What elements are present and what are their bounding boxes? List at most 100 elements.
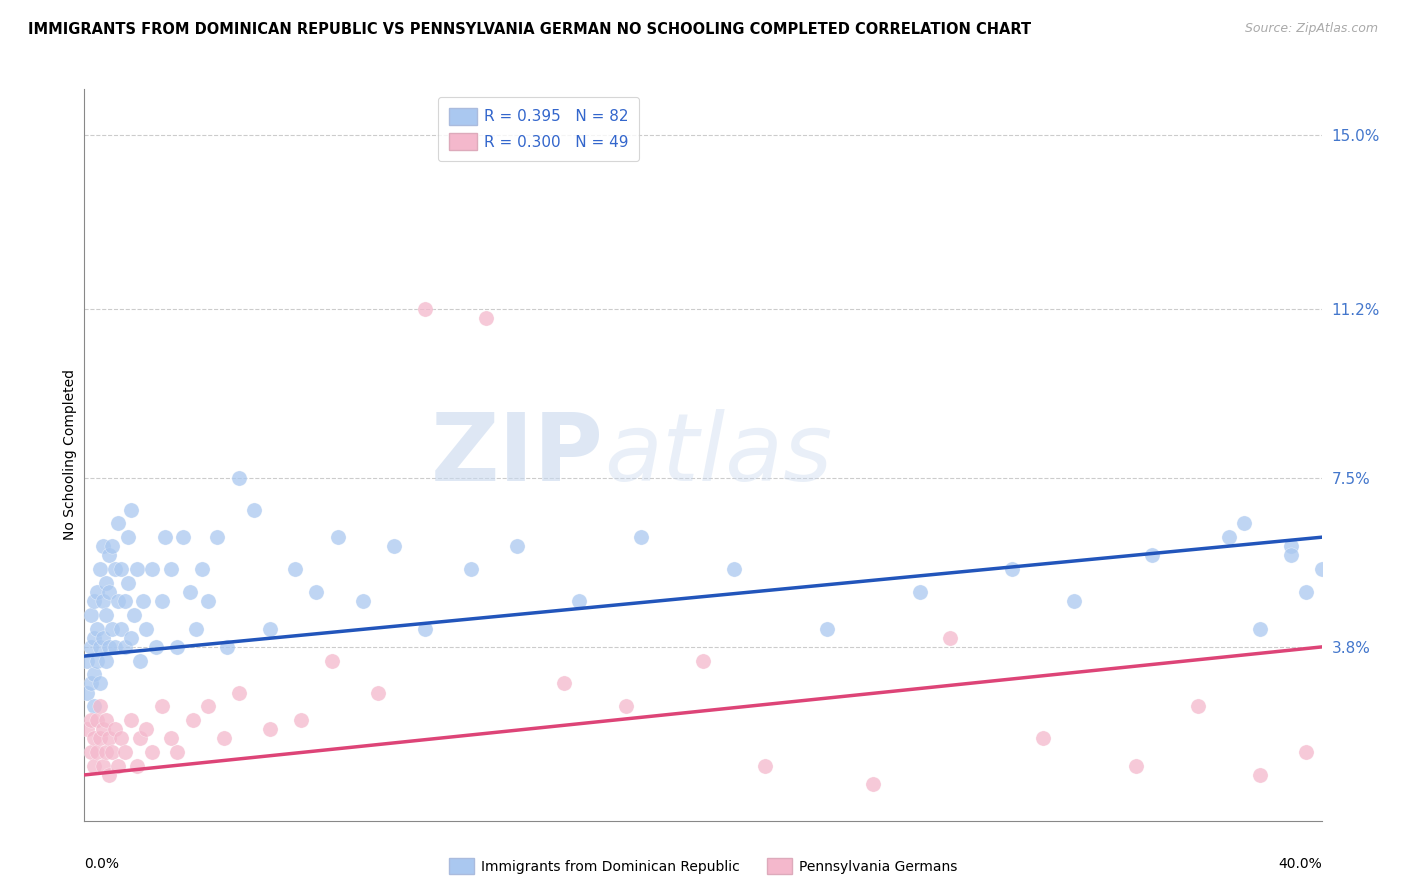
Text: Source: ZipAtlas.com: Source: ZipAtlas.com [1244, 22, 1378, 36]
Point [1249, 768, 1271, 782]
Point [86, 585, 108, 599]
Point [160, 731, 183, 746]
Point [91, 723, 114, 737]
Point [723, 562, 745, 576]
Text: 40.0%: 40.0% [1278, 857, 1322, 871]
Point [120, 502, 142, 516]
Point [110, 562, 132, 576]
Point [284, 562, 307, 576]
Point [815, 622, 838, 636]
Text: IMMIGRANTS FROM DOMINICAN REPUBLIC VS PENNSYLVANIA GERMAN NO SCHOOLING COMPLETED: IMMIGRANTS FROM DOMINICAN REPUBLIC VS PE… [28, 22, 1031, 37]
Point [79, 676, 101, 690]
Point [104, 723, 127, 737]
Point [141, 562, 163, 576]
Point [160, 562, 183, 576]
Point [101, 622, 124, 636]
Point [117, 530, 139, 544]
Point [153, 530, 176, 544]
Point [91, 631, 114, 645]
Point [91, 539, 114, 553]
Point [94, 713, 117, 727]
Point [94, 607, 117, 622]
Point [98, 640, 121, 654]
Point [129, 731, 152, 746]
Point [1140, 549, 1163, 563]
Point [94, 654, 117, 668]
Point [352, 594, 374, 608]
Point [101, 539, 124, 553]
Text: 0.0%: 0.0% [84, 857, 120, 871]
Point [89, 731, 111, 746]
Point [630, 530, 652, 544]
Point [1218, 530, 1240, 544]
Point [212, 731, 235, 746]
Point [114, 745, 136, 759]
Point [83, 631, 105, 645]
Point [228, 471, 250, 485]
Point [86, 713, 108, 727]
Point [89, 699, 111, 714]
Point [101, 745, 124, 759]
Point [86, 622, 108, 636]
Point [83, 667, 105, 681]
Point [114, 594, 136, 608]
Point [1032, 731, 1054, 746]
Point [326, 530, 349, 544]
Point [89, 562, 111, 576]
Point [181, 713, 204, 727]
Point [191, 562, 214, 576]
Point [908, 585, 931, 599]
Text: ZIP: ZIP [432, 409, 605, 501]
Point [86, 654, 108, 668]
Point [150, 699, 173, 714]
Point [1295, 745, 1317, 759]
Point [197, 699, 219, 714]
Point [382, 539, 405, 553]
Point [166, 640, 188, 654]
Point [321, 654, 343, 668]
Point [76, 685, 98, 699]
Legend: Immigrants from Dominican Republic, Pennsylvania Germans: Immigrants from Dominican Republic, Penn… [443, 853, 963, 880]
Y-axis label: No Schooling Completed: No Schooling Completed [63, 369, 77, 541]
Point [1279, 549, 1302, 563]
Point [413, 301, 436, 316]
Point [754, 758, 776, 772]
Point [1125, 758, 1147, 772]
Point [89, 640, 111, 654]
Point [104, 562, 127, 576]
Point [120, 713, 142, 727]
Point [692, 654, 714, 668]
Point [83, 731, 105, 746]
Point [98, 731, 121, 746]
Point [89, 676, 111, 690]
Point [141, 745, 163, 759]
Point [367, 685, 389, 699]
Point [135, 622, 157, 636]
Point [107, 516, 129, 531]
Point [135, 723, 157, 737]
Point [125, 758, 148, 772]
Point [1249, 622, 1271, 636]
Point [94, 745, 117, 759]
Point [145, 640, 167, 654]
Point [104, 640, 127, 654]
Point [1295, 585, 1317, 599]
Point [120, 631, 142, 645]
Point [91, 594, 114, 608]
Point [207, 530, 229, 544]
Point [83, 699, 105, 714]
Point [939, 631, 962, 645]
Point [172, 530, 194, 544]
Point [228, 685, 250, 699]
Point [166, 745, 188, 759]
Point [553, 676, 575, 690]
Point [862, 777, 884, 791]
Point [1279, 539, 1302, 553]
Text: atlas: atlas [605, 409, 832, 500]
Point [110, 622, 132, 636]
Point [1233, 516, 1256, 531]
Point [76, 723, 98, 737]
Point [79, 640, 101, 654]
Point [197, 594, 219, 608]
Point [79, 745, 101, 759]
